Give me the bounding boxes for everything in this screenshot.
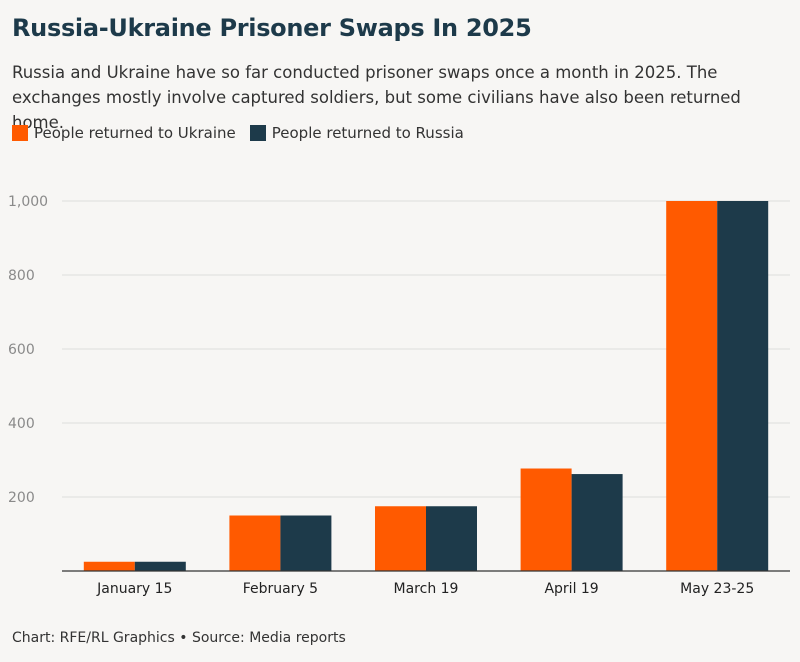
legend-label-russia: People returned to Russia: [271, 124, 464, 142]
chart-title: Russia-Ukraine Prisoner Swaps In 2025: [12, 14, 532, 42]
y-tick-label: 200: [8, 490, 35, 506]
chart-footer: Chart: RFE/RL Graphics • Source: Media r…: [12, 630, 346, 646]
y-tick-label: 400: [8, 416, 35, 432]
legend: People returned to Ukraine People return…: [12, 124, 464, 142]
x-tick-label: March 19: [394, 581, 459, 597]
x-tick-label: April 19: [544, 581, 598, 597]
bar-ukraine: [375, 506, 426, 571]
y-tick-label: 800: [8, 268, 35, 284]
y-tick-label: 1,000: [8, 194, 48, 210]
y-tick-label: 600: [8, 342, 35, 358]
x-tick-label: January 15: [96, 581, 172, 597]
legend-swatch-ukraine: [12, 125, 28, 141]
bar-ukraine: [229, 515, 281, 571]
bar-ukraine: [520, 468, 572, 571]
legend-item-ukraine: People returned to Ukraine: [12, 124, 236, 142]
legend-swatch-russia: [249, 125, 266, 141]
bar-russia: [717, 201, 769, 571]
bar-ukraine: [83, 561, 135, 571]
legend-label-ukraine: People returned to Ukraine: [34, 124, 236, 142]
bar-russia: [571, 474, 623, 571]
bar-russia: [134, 561, 186, 571]
bar-chart: 200 400 600 800 1,000 January 15 February 5 Mar…: [8, 194, 790, 597]
x-tick-label: February 5: [243, 581, 318, 597]
bar-russia: [280, 515, 332, 571]
x-tick-label: May 23-25: [680, 581, 754, 597]
bar-ukraine: [666, 201, 718, 571]
legend-item-russia: People returned to Russia: [249, 124, 464, 142]
bar-russia: [426, 506, 477, 571]
